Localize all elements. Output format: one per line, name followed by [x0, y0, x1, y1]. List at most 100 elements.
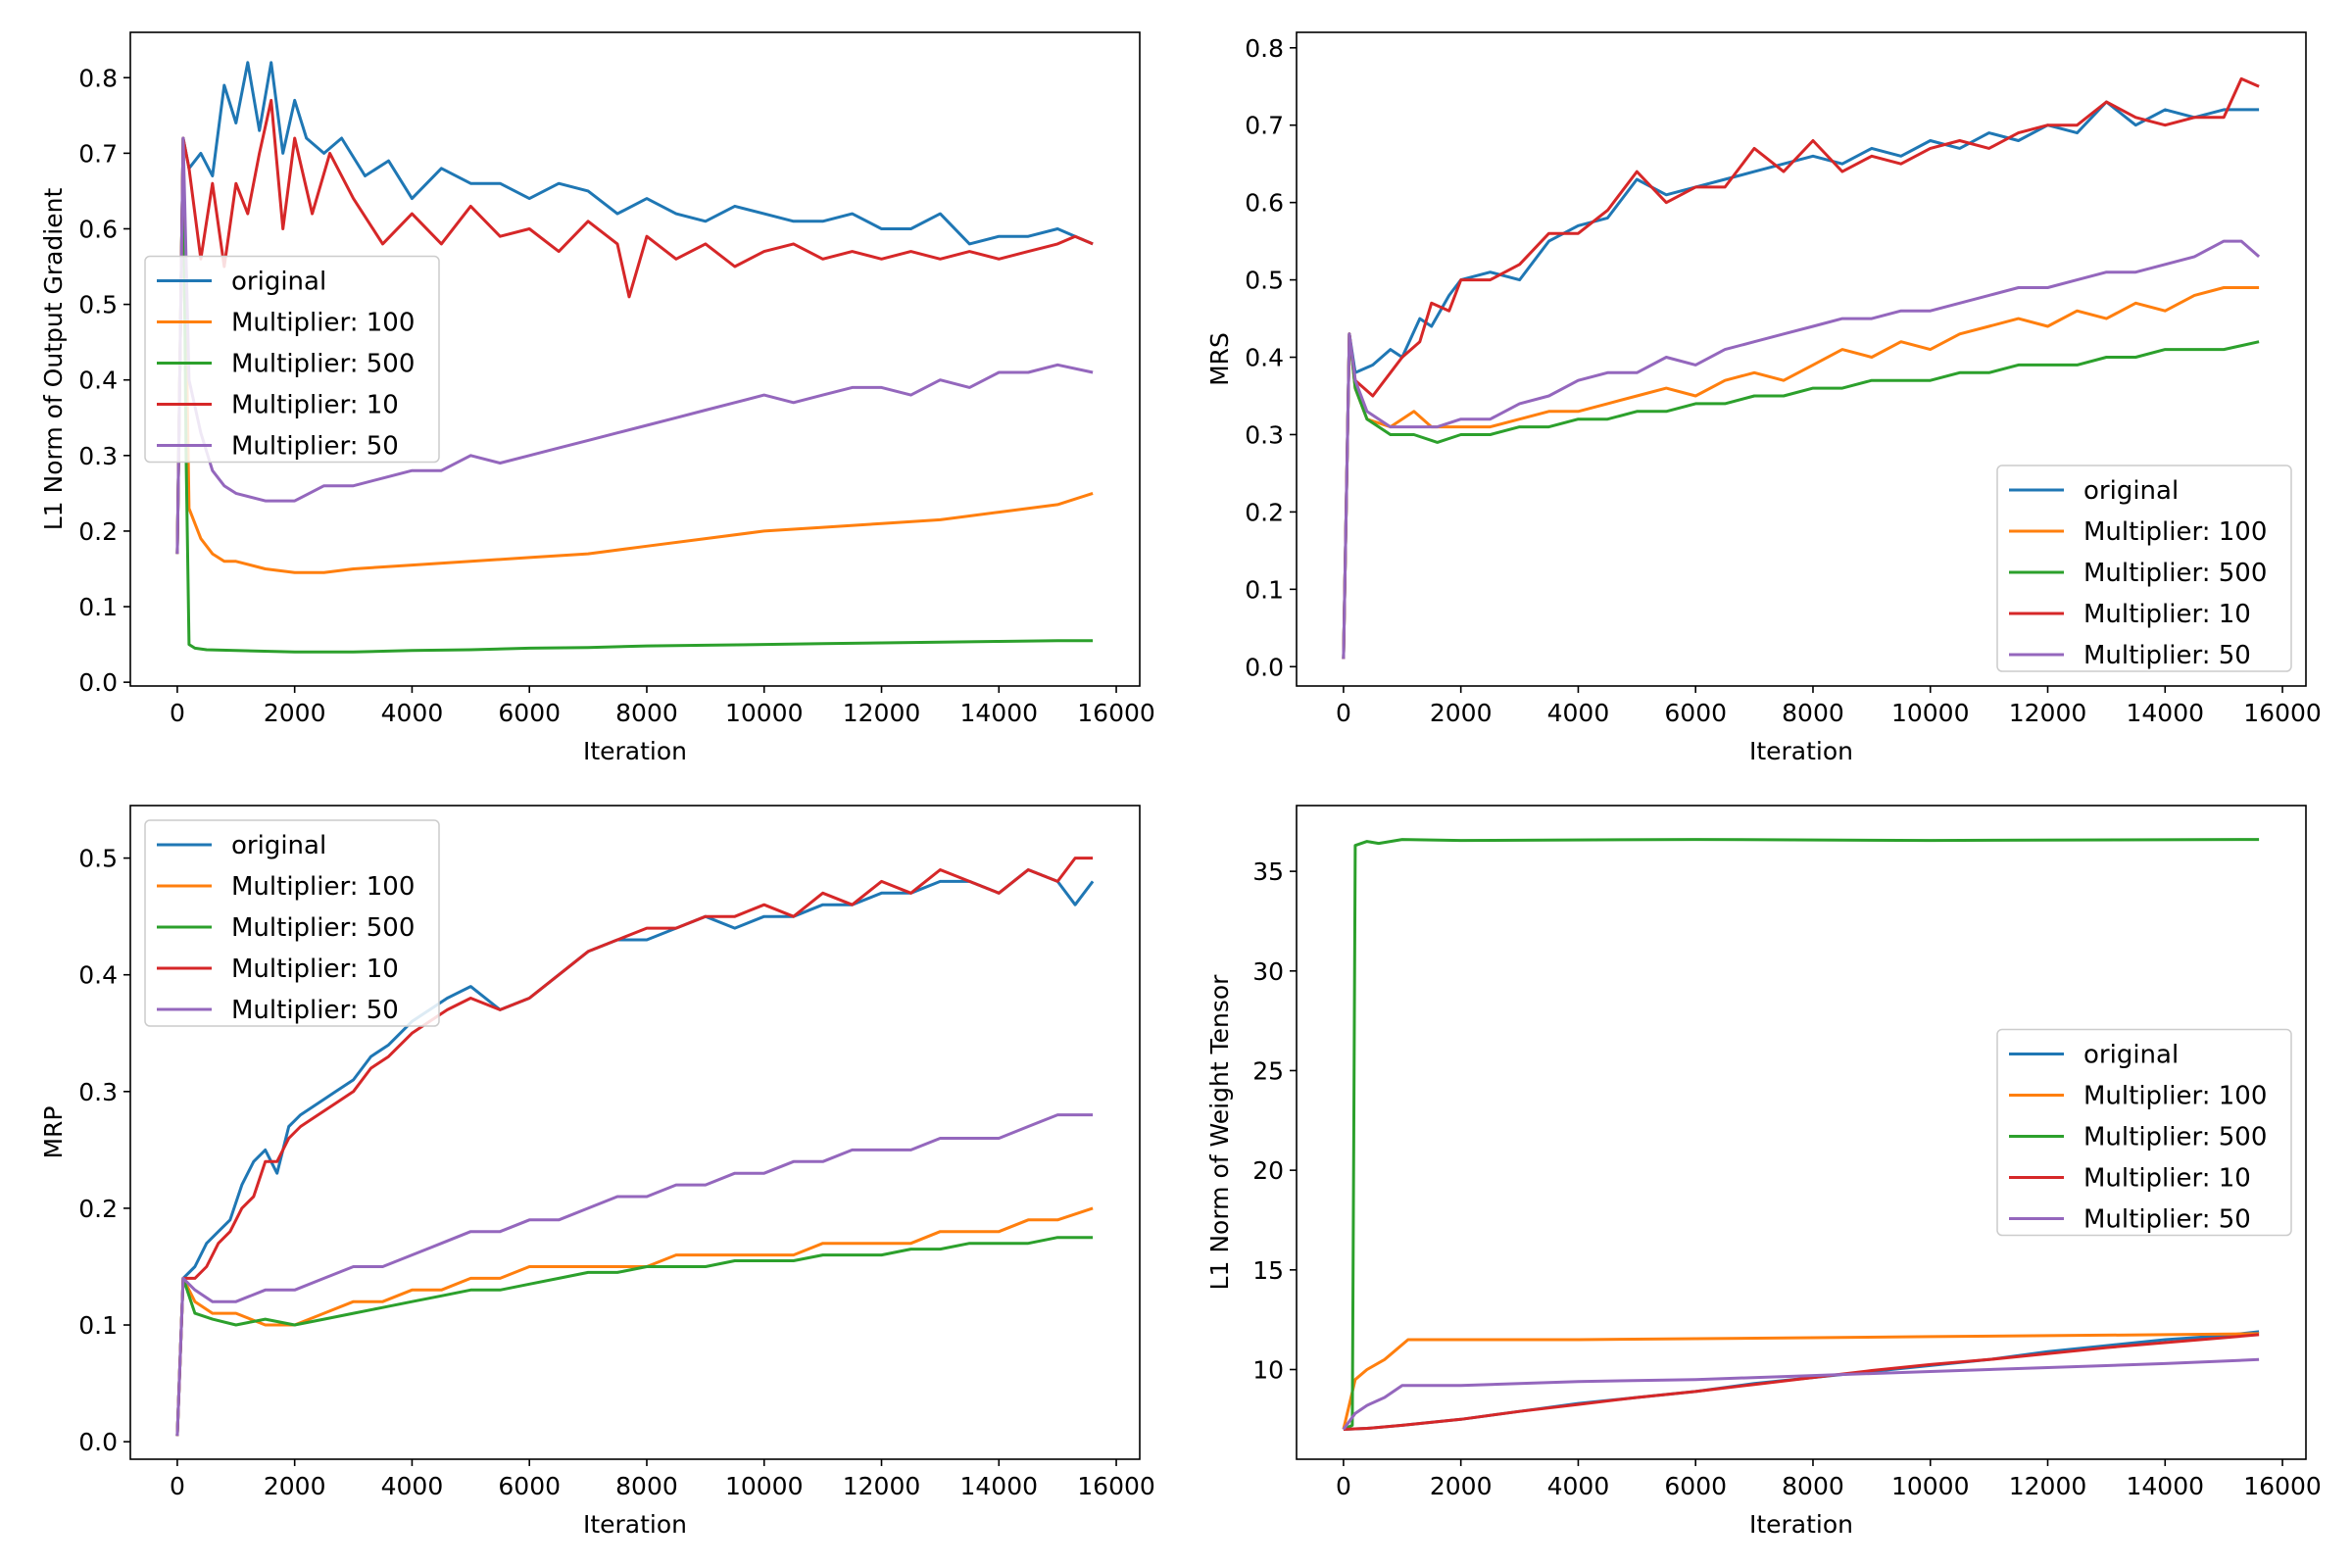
chart-2-legend-label-multiplier-500: Multiplier: 500	[2083, 559, 2267, 588]
chart-1-x-tick-label: 12000	[843, 699, 921, 727]
chart-4-legend-label-original: original	[2083, 1041, 2179, 1070]
chart-4-series-multiplier-100	[1342, 1332, 2260, 1430]
chart-2-frame	[1296, 31, 2307, 687]
chart-2-x-tick-label: 16000	[2243, 699, 2322, 727]
chart-1-x-tick-label: 16000	[1077, 699, 1155, 727]
chart-3-legend-label-multiplier-100: Multiplier: 100	[231, 872, 415, 902]
chart-3-x-tick-label: 4000	[381, 1472, 444, 1500]
chart-2-y-tick-label: 0.2	[1245, 498, 1284, 526]
chart-4-y-tick-label: 10	[1252, 1355, 1284, 1384]
chart-2-y-tick-label: 0.7	[1245, 112, 1284, 140]
chart-3-legend-box	[144, 819, 440, 1027]
chart-1-y-tick-label: 0.4	[78, 367, 118, 395]
chart-3-x-tick-label: 16000	[1077, 1472, 1155, 1500]
chart-3-y-axis-label: MRP	[39, 1105, 68, 1158]
chart-1-x-tick-label: 2000	[264, 699, 326, 727]
chart-2-y-tick-label: 0.3	[1245, 420, 1284, 449]
chart-2-x-tick-label: 8000	[1782, 699, 1844, 727]
chart-3-x-axis-label: Iteration	[583, 1510, 687, 1539]
chart-3-x-tick-label: 14000	[960, 1472, 1039, 1500]
chart-3-y-tick-label: 0.1	[78, 1311, 118, 1340]
chart-2-y-tick-label: 0.5	[1245, 267, 1284, 295]
chart-2-x-axis-label: Iteration	[1749, 737, 1853, 765]
chart-1-x-tick-label: 4000	[381, 699, 444, 727]
chart-1-y-tick-label: 0.6	[78, 215, 118, 243]
chart-4-legend-label-multiplier-10: Multiplier: 10	[2083, 1164, 2251, 1194]
chart-4-series-multiplier-500	[1343, 838, 2260, 1431]
chart-3-series-multiplier-50	[175, 1113, 1094, 1437]
chart-4-x-tick-label: 16000	[2243, 1472, 2322, 1500]
chart-2-y-tick-label: 0.4	[1245, 344, 1284, 372]
chart-2-legend: original Multiplier: 100 Multiplier: 500 Mu…	[1996, 465, 2292, 672]
chart-3-x-tick-label: 6000	[498, 1472, 561, 1500]
chart-2-series-original	[1342, 100, 2260, 660]
chart-3-legend-label-multiplier-10: Multiplier: 10	[231, 955, 399, 984]
chart-1-x-tick-label: 0	[170, 699, 185, 727]
chart-3-y-tick-label: 0.5	[78, 845, 118, 873]
chart-3-x-tick-label: 2000	[264, 1472, 326, 1500]
chart-2-series-multiplier-500	[1342, 332, 2260, 660]
chart-1-series-original	[175, 61, 1094, 555]
chart-2-legend-box	[1996, 465, 2292, 672]
chart-2-y-tick-label: 0.1	[1245, 575, 1284, 604]
chart-4-series-multiplier-10	[1343, 1333, 2260, 1431]
chart-2-x-tick-label: 0	[1336, 699, 1351, 727]
chart-1-y-tick-label: 0.0	[78, 668, 118, 697]
chart-2: 0 2000 4000 6000 8000 10000 12000 14000 16000 0.0…	[1205, 31, 2322, 765]
chart-1-y-axis-label: L1 Norm of Output Gradient	[39, 188, 68, 531]
chart-1-legend: original Multiplier: 100 Multiplier: 500 Mu…	[144, 255, 440, 464]
chart-1-y-tick-label: 0.1	[78, 593, 118, 621]
chart-1-legend-label-multiplier-100: Multiplier: 100	[231, 309, 415, 338]
chart-3-x-tick-label: 12000	[843, 1472, 921, 1500]
chart-2-x-tick-label: 6000	[1664, 699, 1727, 727]
chart-2-x-tick-label: 12000	[2009, 699, 2087, 727]
chart-3-legend-label-multiplier-500: Multiplier: 500	[231, 913, 415, 943]
chart-4-frame	[1296, 805, 2307, 1460]
chart-1-x-tick-label: 14000	[960, 699, 1039, 727]
chart-1-y-tick-label: 0.7	[78, 139, 118, 168]
chart-1-y-tick-label: 0.5	[78, 291, 118, 319]
chart-2-legend-label-multiplier-100: Multiplier: 100	[2083, 517, 2267, 547]
chart-4-x-tick-label: 10000	[1891, 1472, 1970, 1500]
chart-4-legend-label-multiplier-100: Multiplier: 100	[2083, 1082, 2267, 1111]
chart-4-x-tick-label: 0	[1336, 1472, 1351, 1500]
chart-4-x-tick-label: 14000	[2127, 1472, 2205, 1500]
chart-1-y-tick-label: 0.8	[78, 64, 118, 92]
chart-2-x-tick-label: 10000	[1891, 699, 1970, 727]
chart-4-y-tick-label: 25	[1252, 1056, 1284, 1085]
chart-2-series-group	[1342, 76, 2261, 660]
chart-3-x-tick-label: 0	[170, 1472, 185, 1500]
chart-3-frame	[129, 805, 1141, 1460]
chart-4-x-axis-label: Iteration	[1749, 1510, 1853, 1539]
chart-4-legend-label-multiplier-50: Multiplier: 50	[2083, 1205, 2251, 1235]
chart-2-y-tick-label: 0.8	[1245, 34, 1284, 63]
chart-3-y-tick-label: 0.4	[78, 961, 118, 990]
chart-1: 0 2000 4000 6000 8000 10000 12000 14000 16000 0.0…	[39, 31, 1155, 765]
chart-1-x-tick-label: 8000	[615, 699, 678, 727]
chart-1-y-tick-label: 0.2	[78, 517, 118, 546]
chart-2-x-tick-label: 4000	[1547, 699, 1610, 727]
chart-1-frame	[129, 31, 1141, 687]
chart-1-series-multiplier-100	[175, 136, 1094, 574]
chart-4-x-tick-label: 12000	[2009, 1472, 2087, 1500]
chart-1-series-group	[175, 61, 1094, 654]
chart-2-y-tick-label: 0.0	[1245, 653, 1284, 681]
chart-1-legend-box	[144, 255, 440, 464]
chart-4-y-axis-label: L1 Norm of Weight Tensor	[1205, 974, 1234, 1291]
chart-3-x-tick-label: 10000	[725, 1472, 804, 1500]
chart-1-series-multiplier-50	[175, 136, 1094, 555]
chart-3-series-multiplier-500	[175, 1236, 1094, 1437]
chart-4-legend-box	[1996, 1028, 2292, 1237]
chart-3-legend-label-original: original	[231, 831, 326, 860]
chart-3-series-multiplier-100	[175, 1206, 1094, 1437]
chart-1-legend-label-multiplier-50: Multiplier: 50	[231, 432, 399, 462]
chart-2-series-multiplier-10	[1342, 76, 2260, 660]
chart-4-legend: original Multiplier: 100 Multiplier: 500 Mu…	[1996, 1028, 2292, 1237]
chart-4-y-tick-label: 30	[1252, 957, 1284, 986]
chart-3-y-tick-label: 0.3	[78, 1078, 118, 1106]
chart-2-series-multiplier-50	[1342, 239, 2261, 660]
chart-2-x-tick-label: 2000	[1430, 699, 1493, 727]
chart-1-x-tick-label: 10000	[725, 699, 804, 727]
chart-4-series-group	[1342, 838, 2260, 1431]
